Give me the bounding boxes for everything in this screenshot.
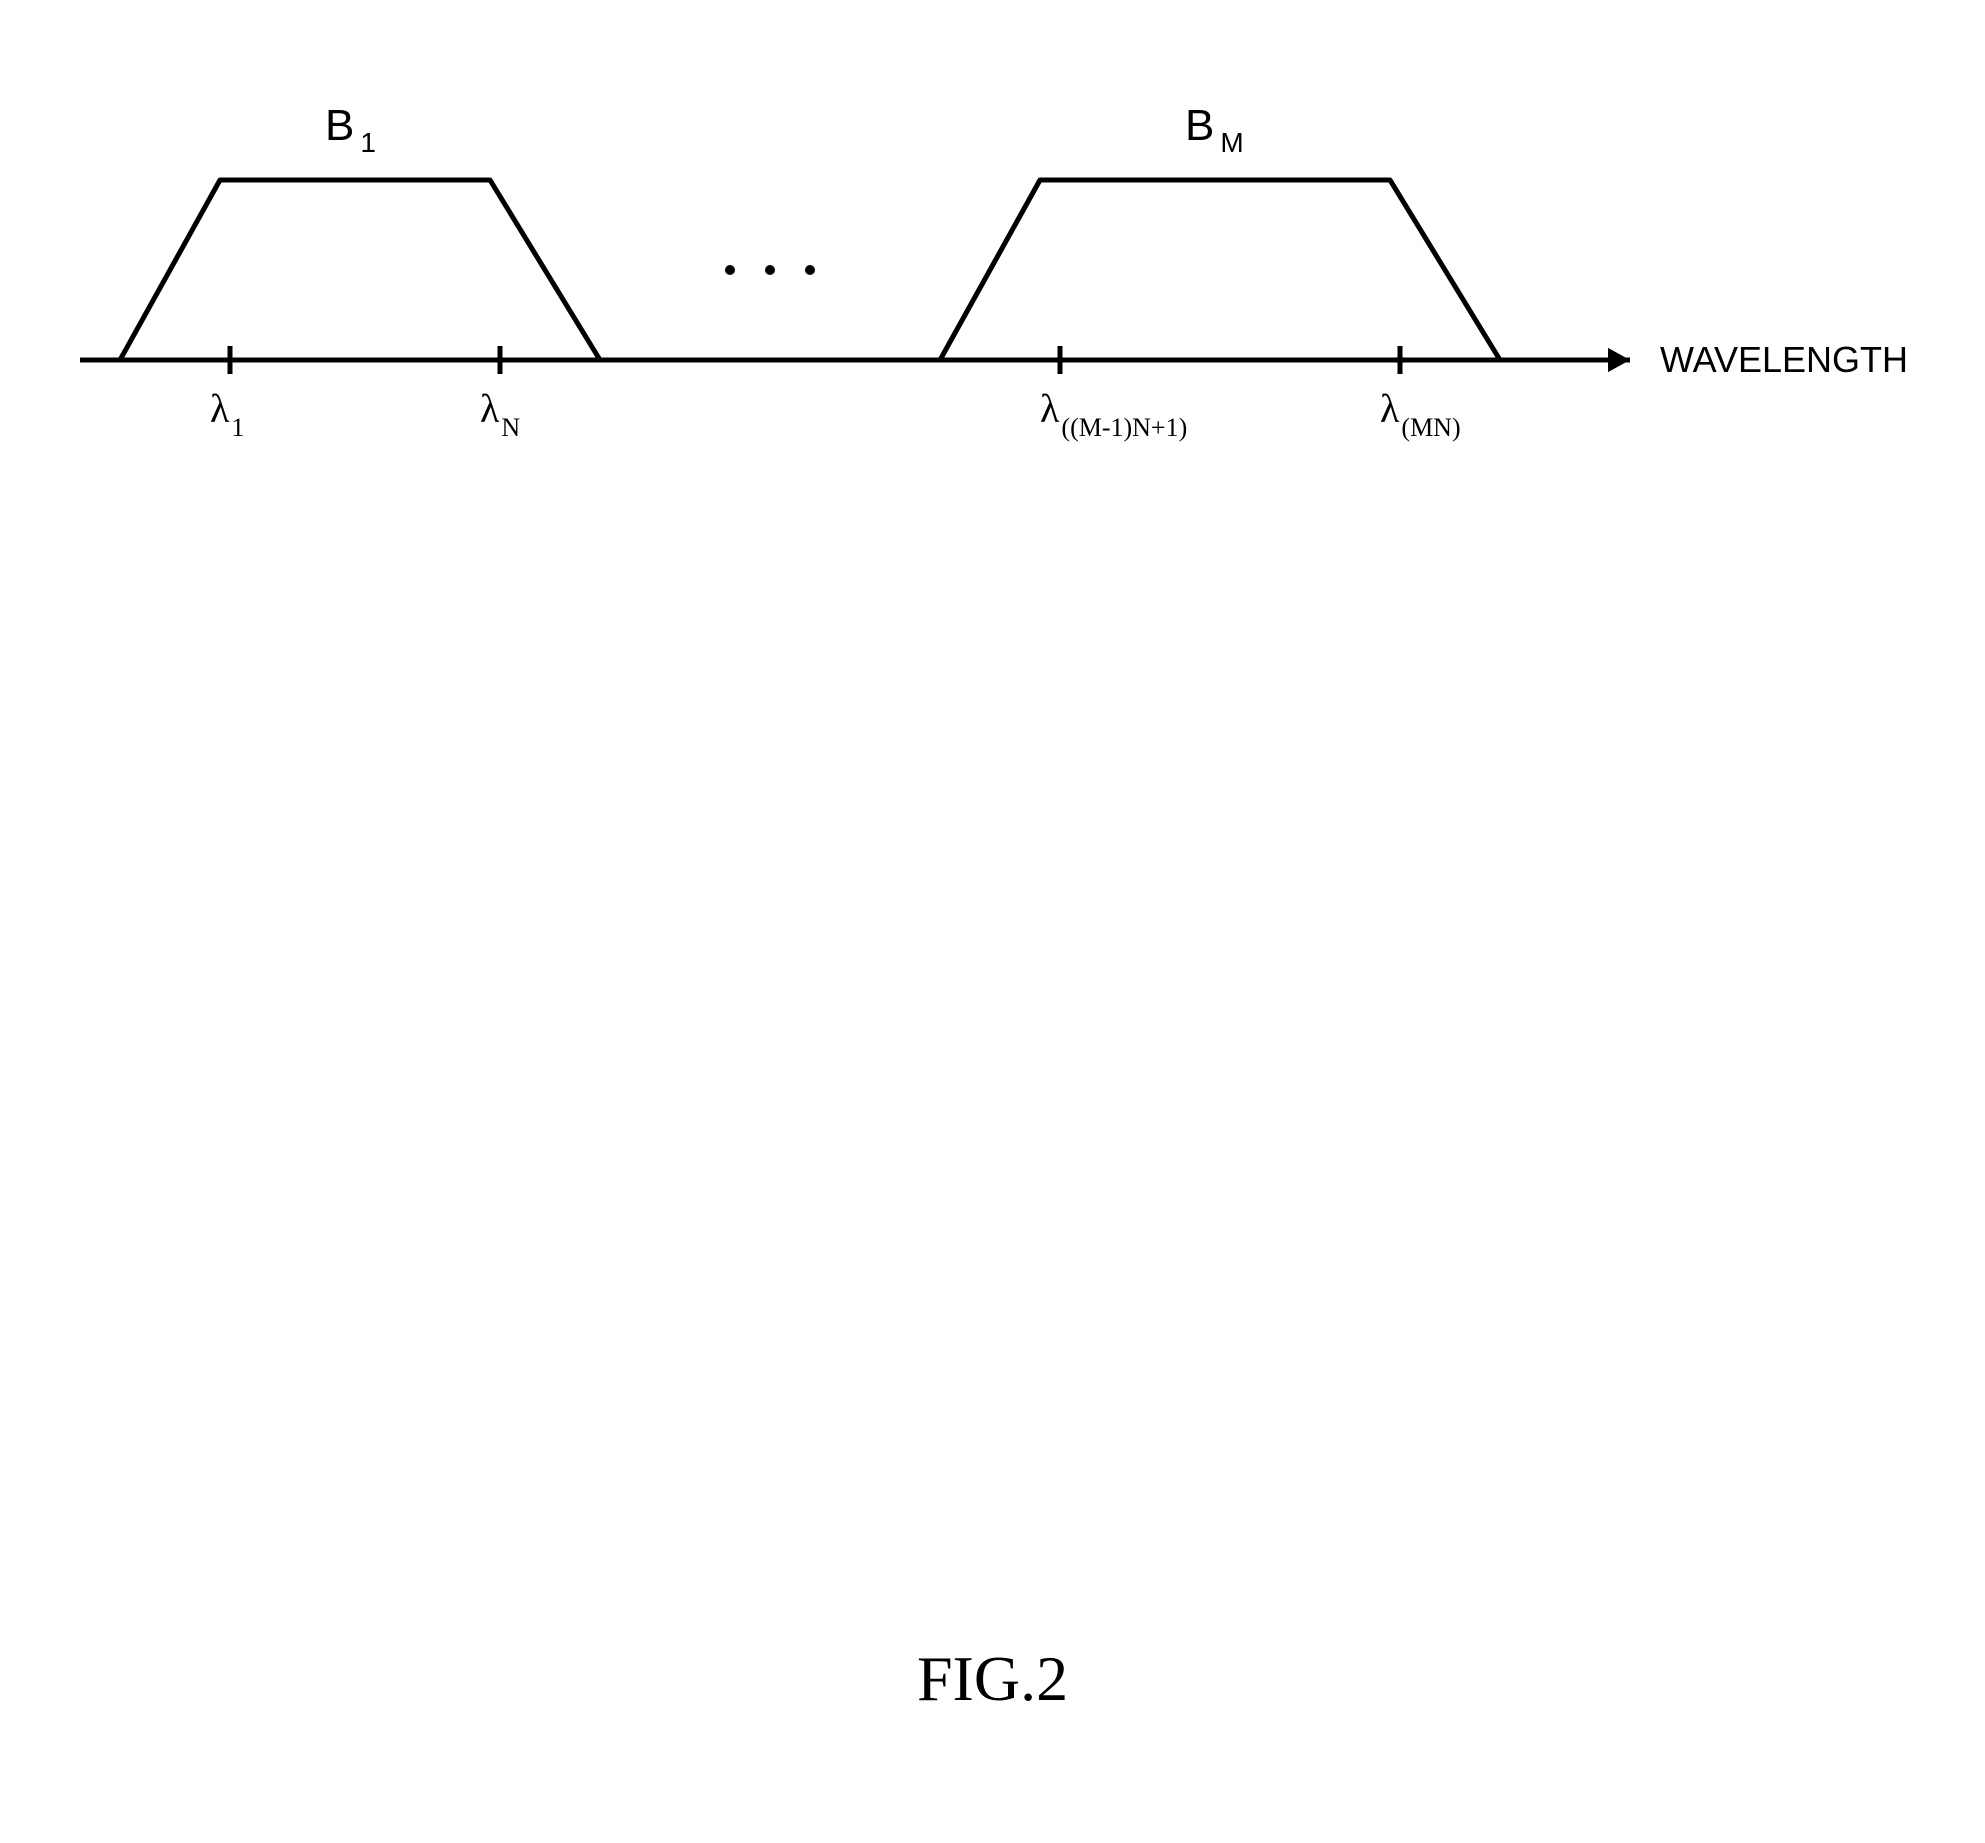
ellipsis-dot: [805, 265, 815, 275]
figure-background: [0, 0, 1985, 1843]
ellipsis-dot: [765, 265, 775, 275]
figure-svg: WAVELENGTHB1λ1λNBMλ((M-1)N+1)λ(MN)FIG.2: [0, 0, 1985, 1843]
x-axis-label: WAVELENGTH: [1660, 339, 1908, 380]
figure-caption: FIG.2: [917, 1643, 1068, 1714]
ellipsis-dot: [725, 265, 735, 275]
